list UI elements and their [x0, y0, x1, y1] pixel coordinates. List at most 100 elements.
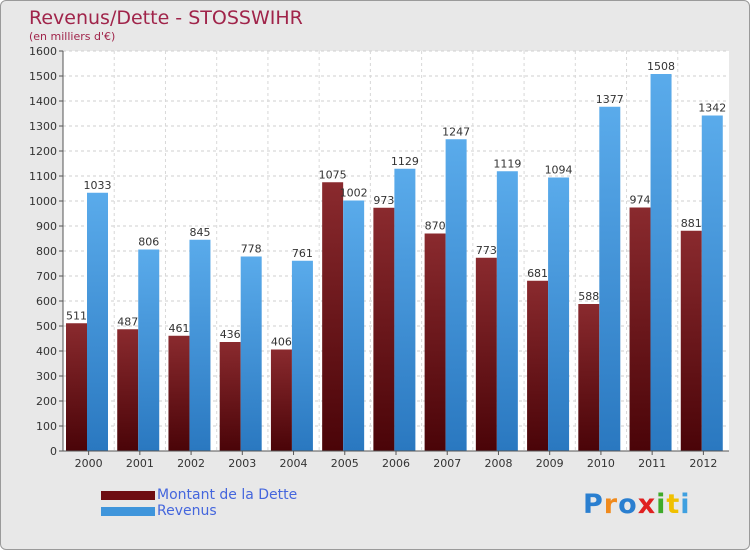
data-label-dette: 436 — [220, 328, 241, 341]
data-label-dette: 974 — [630, 194, 651, 207]
legend-item-debt: Montant de la Dette — [101, 487, 297, 503]
bar-revenus — [189, 239, 211, 451]
data-label-dette: 511 — [66, 309, 87, 322]
y-tick-label: 1600 — [29, 45, 57, 58]
logo-letter: i — [680, 489, 691, 520]
x-tick-label: 2012 — [689, 457, 717, 470]
y-tick-label: 400 — [36, 345, 57, 358]
logo-letter: t — [666, 489, 681, 520]
x-tick-label: 2003 — [228, 457, 256, 470]
bar-dette — [475, 257, 497, 451]
legend-label-debt: Montant de la Dette — [157, 487, 298, 503]
bar-dette — [66, 323, 87, 451]
bar-dette — [424, 233, 446, 451]
data-label-dette: 1075 — [319, 168, 347, 181]
y-tick-label: 1000 — [29, 195, 57, 208]
x-tick-label: 2001 — [126, 457, 154, 470]
x-tick-label: 2007 — [433, 457, 461, 470]
bar-revenus — [240, 256, 262, 451]
logo-letter: r — [603, 489, 619, 520]
x-tick-label: 2006 — [382, 457, 410, 470]
bar-dette — [373, 207, 395, 451]
bar-dette — [527, 280, 549, 451]
y-tick-label: 1300 — [29, 120, 57, 133]
y-tick-label: 100 — [36, 420, 57, 433]
data-label-revenus: 1342 — [698, 102, 726, 115]
bar-revenus — [291, 260, 313, 451]
y-tick-label: 700 — [36, 270, 57, 283]
y-tick-label: 200 — [36, 395, 57, 408]
data-label-revenus: 1129 — [391, 155, 419, 168]
bar-dette — [117, 329, 139, 451]
y-tick-label: 900 — [36, 220, 57, 233]
y-tick-label: 1400 — [29, 95, 57, 108]
y-tick-label: 0 — [50, 445, 57, 458]
bar-revenus — [394, 168, 416, 451]
data-label-dette: 870 — [425, 220, 446, 233]
bar-dette — [680, 230, 702, 451]
data-label-revenus: 1508 — [647, 60, 675, 73]
x-tick-label: 2004 — [280, 457, 308, 470]
data-label-revenus: 778 — [241, 243, 262, 256]
bar-dette — [168, 335, 190, 451]
data-label-revenus: 845 — [189, 226, 210, 239]
y-tick-label: 500 — [36, 320, 57, 333]
bar-dette — [629, 207, 651, 451]
x-tick-label: 2002 — [177, 457, 205, 470]
legend-item-revenus: Revenus — [101, 503, 297, 519]
legend-swatch-revenus — [101, 506, 155, 516]
bar-dette — [219, 342, 241, 451]
bar-dette — [578, 304, 600, 451]
y-tick-label: 300 — [36, 370, 57, 383]
bar-dette — [270, 349, 292, 451]
data-label-dette: 773 — [476, 244, 497, 257]
bar-revenus — [87, 192, 108, 451]
y-tick-label: 1500 — [29, 70, 57, 83]
data-label-revenus: 1377 — [596, 93, 624, 106]
data-label-revenus: 1002 — [340, 187, 368, 200]
x-tick-label: 2008 — [484, 457, 512, 470]
data-label-revenus: 1247 — [442, 125, 470, 138]
x-tick-label: 2011 — [638, 457, 666, 470]
data-label-revenus: 1094 — [545, 164, 573, 177]
logo-letter: P — [583, 489, 604, 520]
proxiti-logo: Proxiti — [583, 489, 691, 520]
data-label-dette: 681 — [527, 267, 548, 280]
y-tick-label: 1200 — [29, 145, 57, 158]
bar-revenus — [138, 249, 160, 451]
logo-letter: x — [637, 489, 657, 520]
bar-revenus — [650, 74, 672, 451]
legend: Montant de la Dette Revenus — [101, 487, 297, 519]
bar-revenus — [496, 171, 518, 451]
legend-label-revenus: Revenus — [157, 503, 217, 519]
bar-revenus — [701, 115, 723, 451]
bar-revenus — [445, 139, 467, 451]
x-tick-label: 2010 — [587, 457, 615, 470]
data-label-dette: 588 — [578, 290, 599, 303]
logo-letter: o — [618, 489, 638, 520]
y-tick-label: 600 — [36, 295, 57, 308]
y-tick-label: 1100 — [29, 170, 57, 183]
data-label-revenus: 806 — [138, 236, 159, 249]
data-label-dette: 973 — [373, 194, 394, 207]
logo-letter: i — [656, 489, 667, 520]
bar-revenus — [599, 106, 621, 451]
bar-revenus — [548, 177, 570, 451]
y-tick-label: 800 — [36, 245, 57, 258]
x-tick-label: 2000 — [75, 457, 103, 470]
chart-subtitle: (en milliers d'€) — [29, 30, 116, 43]
data-label-dette: 487 — [117, 315, 138, 328]
legend-swatch-debt — [101, 490, 155, 500]
data-label-revenus: 1119 — [493, 157, 521, 170]
data-label-revenus: 1033 — [84, 179, 112, 192]
chart-title: Revenus/Dette - STOSSWIHR — [29, 7, 303, 29]
bar-dette — [322, 182, 344, 451]
data-label-dette: 461 — [168, 322, 189, 335]
x-tick-label: 2009 — [536, 457, 564, 470]
bar-revenus — [343, 200, 365, 451]
data-label-dette: 881 — [681, 217, 702, 230]
data-label-revenus: 761 — [292, 247, 313, 260]
x-tick-label: 2005 — [331, 457, 359, 470]
